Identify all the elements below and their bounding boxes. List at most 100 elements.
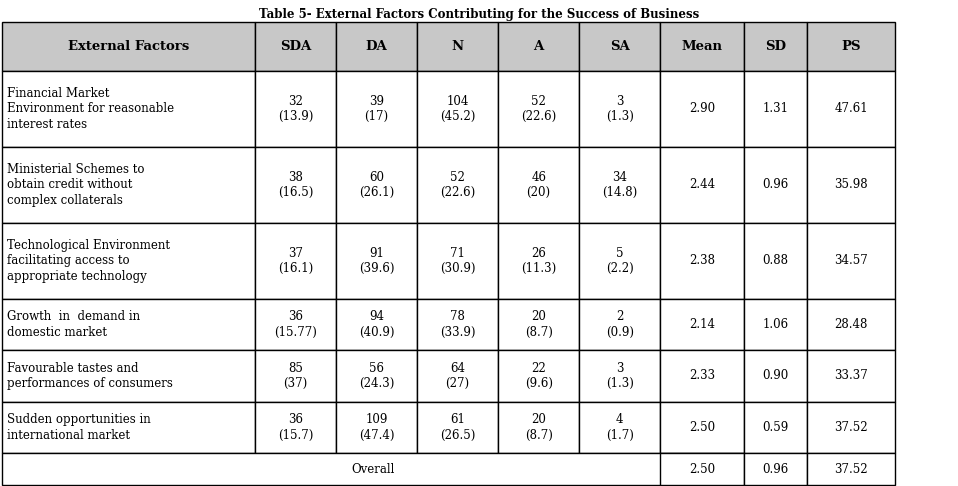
Bar [417, 22, 498, 71]
Bar [660, 22, 744, 71]
Text: PS: PS [841, 40, 861, 53]
Bar [2, 223, 255, 299]
Bar [498, 350, 580, 402]
Bar [2, 402, 255, 453]
Bar [580, 22, 660, 71]
Bar [660, 402, 744, 453]
Bar [498, 223, 580, 299]
Bar [498, 402, 580, 453]
Bar [660, 147, 744, 223]
Text: Ministerial Schemes to
obtain credit without
complex collaterals: Ministerial Schemes to obtain credit wit… [7, 163, 145, 207]
Text: 85
(37): 85 (37) [284, 362, 308, 390]
Text: 52
(22.6): 52 (22.6) [440, 171, 475, 199]
Text: 56
(24.3): 56 (24.3) [358, 362, 394, 390]
Text: 3
(1.3): 3 (1.3) [605, 95, 633, 123]
Text: Technological Environment
facilitating access to
appropriate technology: Technological Environment facilitating a… [7, 239, 170, 283]
Text: 0.96: 0.96 [763, 463, 788, 476]
Bar [580, 350, 660, 402]
Text: 91
(39.6): 91 (39.6) [358, 246, 394, 275]
Text: 0.90: 0.90 [763, 369, 788, 382]
Text: 2.50: 2.50 [689, 463, 716, 476]
Text: 0.88: 0.88 [763, 254, 788, 267]
Text: 2.90: 2.90 [689, 103, 716, 116]
Text: External Factors: External Factors [68, 40, 189, 53]
Bar [498, 299, 580, 350]
Bar [417, 350, 498, 402]
Bar [336, 402, 417, 453]
Bar [744, 299, 808, 350]
Text: 61
(26.5): 61 (26.5) [440, 413, 475, 442]
Text: 37.52: 37.52 [834, 421, 868, 434]
Text: 39
(17): 39 (17) [364, 95, 389, 123]
Bar [744, 147, 808, 223]
Text: 37
(16.1): 37 (16.1) [278, 246, 313, 275]
Text: SD: SD [765, 40, 787, 53]
Bar [336, 350, 417, 402]
Bar [808, 350, 895, 402]
Text: Sudden opportunities in
international market: Sudden opportunities in international ma… [7, 413, 150, 442]
Text: A: A [534, 40, 544, 53]
Text: 32
(13.9): 32 (13.9) [278, 95, 313, 123]
Text: 78
(33.9): 78 (33.9) [440, 310, 475, 339]
Text: Table 5- External Factors Contributing for the Success of Business: Table 5- External Factors Contributing f… [259, 8, 699, 21]
Bar [2, 22, 255, 71]
Text: SDA: SDA [280, 40, 311, 53]
Bar [417, 402, 498, 453]
Text: 2
(0.9): 2 (0.9) [605, 310, 633, 339]
Bar [744, 223, 808, 299]
Text: 36
(15.77): 36 (15.77) [274, 310, 317, 339]
Bar [660, 350, 744, 402]
Bar [580, 71, 660, 147]
Text: 20
(8.7): 20 (8.7) [525, 310, 553, 339]
Bar [580, 299, 660, 350]
Bar [2, 147, 255, 223]
Bar [336, 299, 417, 350]
Bar [808, 147, 895, 223]
Bar [336, 147, 417, 223]
Text: 35.98: 35.98 [834, 178, 868, 191]
Text: SA: SA [610, 40, 629, 53]
Text: 3
(1.3): 3 (1.3) [605, 362, 633, 390]
Bar [255, 147, 336, 223]
Bar [744, 453, 808, 485]
Text: 52
(22.6): 52 (22.6) [521, 95, 557, 123]
Bar [336, 71, 417, 147]
Bar [744, 402, 808, 453]
Text: Overall: Overall [352, 463, 395, 476]
Bar [580, 147, 660, 223]
Bar [498, 147, 580, 223]
Bar [808, 453, 895, 485]
Text: 64
(27): 64 (27) [445, 362, 469, 390]
Bar [808, 71, 895, 147]
Bar [255, 22, 336, 71]
Text: 60
(26.1): 60 (26.1) [359, 171, 394, 199]
Text: 28.48: 28.48 [834, 318, 868, 331]
Text: 26
(11.3): 26 (11.3) [521, 246, 557, 275]
Text: 104
(45.2): 104 (45.2) [440, 95, 475, 123]
Bar [580, 223, 660, 299]
Text: 38
(16.5): 38 (16.5) [278, 171, 313, 199]
Bar [660, 299, 744, 350]
Text: 20
(8.7): 20 (8.7) [525, 413, 553, 442]
Text: Mean: Mean [682, 40, 722, 53]
Bar [498, 22, 580, 71]
Bar [417, 71, 498, 147]
Bar [808, 22, 895, 71]
Bar [660, 71, 744, 147]
Bar [808, 402, 895, 453]
Bar [660, 453, 744, 485]
Text: 22
(9.6): 22 (9.6) [525, 362, 553, 390]
Text: 2.50: 2.50 [689, 421, 716, 434]
Text: Growth  in  demand in
domestic market: Growth in demand in domestic market [7, 310, 140, 339]
Bar [2, 299, 255, 350]
Bar [2, 71, 255, 147]
Text: 2.38: 2.38 [689, 254, 716, 267]
Bar [417, 299, 498, 350]
Text: DA: DA [366, 40, 387, 53]
Bar [255, 71, 336, 147]
Text: 2.44: 2.44 [689, 178, 716, 191]
Text: 71
(30.9): 71 (30.9) [440, 246, 475, 275]
Text: 4
(1.7): 4 (1.7) [605, 413, 633, 442]
Bar [417, 147, 498, 223]
Text: 5
(2.2): 5 (2.2) [605, 246, 633, 275]
